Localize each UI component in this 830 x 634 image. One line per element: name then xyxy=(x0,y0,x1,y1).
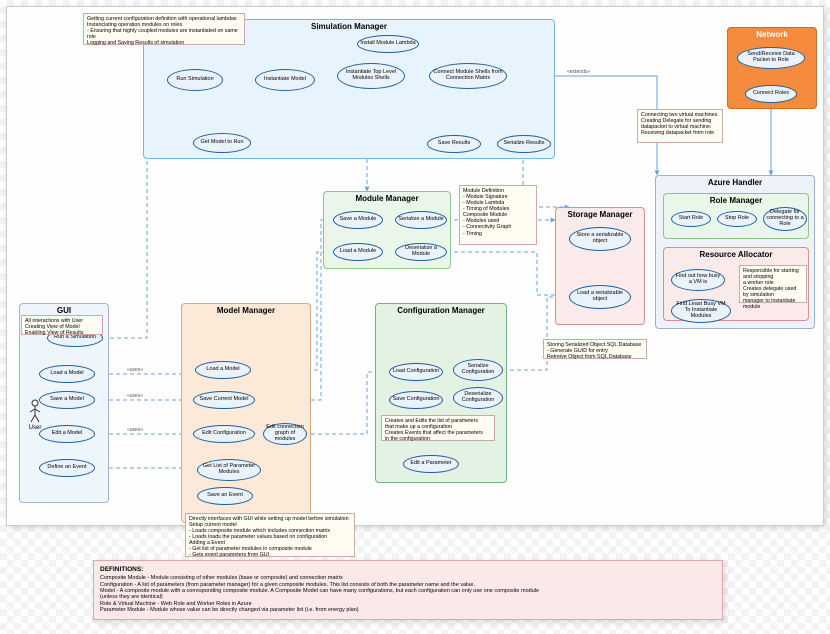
note-net_note: Connecting two virtual machines.Creating… xyxy=(637,109,723,143)
oval-mm_load: Load a Model xyxy=(195,361,251,379)
oval-cfg_edit: Edit a Parameter xyxy=(403,455,459,473)
box-title-azure: Azure Handler xyxy=(658,178,812,187)
edge-label: «uses» xyxy=(127,393,143,399)
actor-user: User xyxy=(25,399,45,431)
oval-mm_saveevt: Save an Event xyxy=(197,487,253,505)
oval-connect_shells: Connect Module Shells from Connection Ma… xyxy=(429,63,507,89)
edge-label: «uses» xyxy=(127,427,143,433)
definitions-title: DEFINITIONS: xyxy=(100,566,716,573)
oval-connect_roles: Connect Roles xyxy=(745,85,797,103)
oval-cfg_load: Load Configuration xyxy=(389,363,443,381)
box-title-gui: GUI xyxy=(22,306,106,315)
oval-gui_edit: Edit a Model xyxy=(39,425,95,443)
oval-load_obj: Load a serializable object xyxy=(569,285,631,309)
oval-mm_getlist: Get List of Parameter Modules xyxy=(197,459,261,481)
oval-delegate_role: Delegate for connecting to a Role xyxy=(763,207,807,231)
oval-inst_model: Instantiate Model xyxy=(255,69,315,91)
oval-load_mod: Load a Module xyxy=(333,243,383,261)
actor-label: User xyxy=(25,425,45,431)
oval-gui_load: Load a Model xyxy=(39,365,95,383)
oval-cfg_ser: Serialize Configuration xyxy=(453,359,503,381)
box-title-resource: Resource Allocator xyxy=(666,250,806,259)
oval-start_role: Start Role xyxy=(671,211,711,227)
oval-inst_top: Instantiate Top Level Modules Shells xyxy=(337,63,405,89)
oval-cfg_save: Save Configuration xyxy=(389,391,443,409)
oval-serialize_results: Serialize Results xyxy=(497,135,551,153)
oval-cfg_deser: Deserialize Configuration xyxy=(453,387,503,409)
oval-get_model: Get Model to Run xyxy=(193,133,251,153)
oval-store_obj: Store a serializable object xyxy=(569,227,631,251)
oval-gui_save: Save a Model xyxy=(39,391,95,409)
box-title-config: Configuration Manager xyxy=(378,306,504,315)
definitions-card: DEFINITIONS: Composite Module - Module c… xyxy=(93,560,723,620)
oval-least_busy: Find Least Busy VM To Instantiate Module… xyxy=(671,299,731,323)
definitions-body: Composite Module - Module consisting of … xyxy=(100,575,716,613)
oval-save_results: Save Results xyxy=(427,135,481,153)
note-sim_note: Getting current configuration definition… xyxy=(83,13,245,45)
oval-mm_editconn: Edit connection graph of modules xyxy=(263,423,307,445)
diagram-canvas: «extends» xyxy=(6,6,824,526)
oval-mm_save: Save Current Model xyxy=(193,391,255,409)
oval-ser_mod: Serialize a Module xyxy=(395,211,447,229)
box-title-module: Module Manager xyxy=(326,194,448,203)
edge-label: «extends» xyxy=(567,69,590,75)
note-mod_def: Module Definition- Module Signature- Mod… xyxy=(459,185,537,245)
oval-save_mod: Save a Module xyxy=(333,211,383,229)
oval-send_recv: Send/Receive Data Packet to Role xyxy=(737,47,805,69)
note-mm_note: Directly interfaces with GUI while setti… xyxy=(185,513,355,557)
oval-run_sim: Run Simulation xyxy=(167,69,223,91)
oval-how_busy: Find out how busy a VM is xyxy=(671,269,725,291)
edge-label: «uses» xyxy=(127,367,143,373)
note-storage_note: Storing Serialized Object SQL Database- … xyxy=(543,339,647,359)
box-title-storage: Storage Manager xyxy=(558,210,642,219)
oval-mm_editcfg: Edit Configuration xyxy=(193,425,255,443)
box-title-model: Model Manager xyxy=(184,306,308,315)
note-cfg_note: Creates and Edits the list of parameters… xyxy=(381,415,495,441)
note-res_note: Responsible for starting and stoppinga w… xyxy=(739,265,807,303)
oval-install_lambda: Install Module Lambda xyxy=(357,35,419,53)
oval-stop_role: Stop Role xyxy=(717,211,757,227)
oval-deser_mod: Deserialize a Module xyxy=(395,243,447,261)
note-gui_note: All interactions with UserCreating View … xyxy=(21,315,103,335)
box-title-network: Network xyxy=(730,30,814,39)
oval-gui_event: Define an Event xyxy=(39,459,95,477)
box-title-role: Role Manager xyxy=(666,196,806,205)
